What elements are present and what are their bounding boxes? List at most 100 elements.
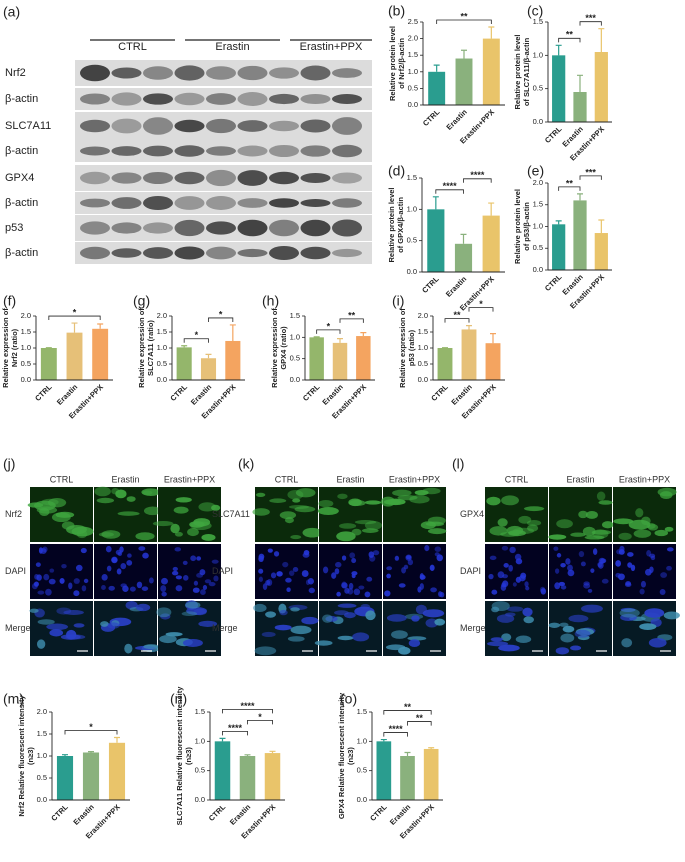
cell [368, 551, 375, 558]
blot-band [206, 118, 236, 134]
blot-band [143, 145, 173, 157]
significance-bracket [222, 731, 248, 736]
y-tick-label: 1.0 [407, 204, 417, 213]
cell [322, 614, 333, 623]
cell [136, 603, 151, 612]
cell [621, 638, 633, 648]
bar [482, 38, 500, 105]
cell [419, 583, 424, 590]
significance-label: **** [240, 701, 255, 711]
cell [252, 508, 270, 516]
cell [489, 555, 497, 561]
cell [627, 552, 634, 557]
panel-letter: (g) [133, 293, 150, 309]
cell [502, 580, 509, 588]
blot-band [143, 222, 173, 234]
panel-letter: (m) [3, 691, 24, 707]
blot-band [174, 196, 205, 210]
error-bar [488, 202, 495, 216]
cell [587, 588, 593, 593]
blot-row-label: β-actin [5, 197, 38, 209]
cell [339, 523, 357, 529]
cell [554, 568, 560, 574]
blot-band [111, 146, 142, 156]
bar [552, 55, 566, 123]
cell [49, 568, 55, 573]
error-bar [62, 754, 68, 756]
cell [434, 618, 446, 626]
cell [540, 588, 547, 595]
blot-band [143, 117, 173, 135]
cell [560, 563, 566, 568]
significance-label: * [195, 330, 199, 340]
cell [498, 644, 520, 652]
cell [198, 620, 218, 627]
cell [196, 556, 202, 561]
cell [61, 564, 67, 569]
cell [126, 560, 133, 566]
cell [660, 572, 668, 578]
cell [635, 508, 644, 518]
panel-letter: (i) [392, 293, 404, 309]
y-tick-label: 2.0 [533, 178, 543, 187]
bar [264, 753, 281, 800]
cell [391, 630, 408, 639]
group-label: Erastin [215, 41, 249, 53]
cell [290, 535, 302, 540]
cell [182, 560, 188, 566]
blot-band [143, 66, 173, 80]
bar [376, 741, 392, 800]
blot-row-label: SLC7A11 [5, 120, 51, 132]
y-tick-label: 1.0 [157, 343, 167, 352]
error-bar [466, 325, 472, 330]
blot-band [111, 222, 142, 234]
blot-band [80, 146, 110, 156]
cell [405, 554, 412, 561]
blot-band [332, 144, 362, 158]
cell [489, 526, 508, 536]
blot-band [300, 219, 331, 237]
cell [580, 561, 586, 567]
cell [512, 582, 517, 587]
significance-bracket [558, 186, 581, 191]
blot-band [332, 117, 362, 135]
error-bar [432, 196, 439, 210]
row-label: Merge [212, 623, 238, 633]
cell [258, 576, 263, 582]
cell [200, 589, 206, 596]
cell [580, 604, 603, 613]
cell [613, 518, 634, 525]
significance-bracket [436, 19, 492, 24]
cell [562, 625, 575, 633]
cell [486, 496, 501, 506]
blot-band [269, 67, 299, 79]
cell [170, 523, 180, 534]
cell [592, 548, 598, 555]
significance-bracket [558, 37, 581, 43]
bar [552, 224, 566, 270]
cell [255, 492, 266, 497]
y-axis-label: Relative protein level [388, 26, 397, 101]
cell [301, 616, 319, 625]
cell [585, 511, 598, 519]
blot-band [269, 144, 299, 158]
blot-row-label: β-actin [5, 93, 38, 105]
y-tick-label: 1.5 [21, 327, 31, 336]
cell [285, 577, 292, 583]
x-tick-label: CTRL [33, 382, 54, 403]
cell [75, 564, 83, 572]
significance-label: ** [460, 11, 468, 21]
blot-band [300, 199, 331, 207]
cell [554, 582, 561, 590]
cell [384, 590, 391, 597]
cell [143, 644, 160, 650]
cell [351, 571, 358, 576]
y-axis-label: Nrf2 Relative fluorescent intensity [17, 695, 26, 817]
cell [352, 632, 370, 642]
cell [639, 623, 657, 631]
cell [302, 552, 310, 558]
column-label: Erastin [566, 474, 594, 484]
cell [354, 519, 377, 525]
y-tick-label: 1.0 [195, 736, 205, 745]
cell [322, 566, 329, 574]
